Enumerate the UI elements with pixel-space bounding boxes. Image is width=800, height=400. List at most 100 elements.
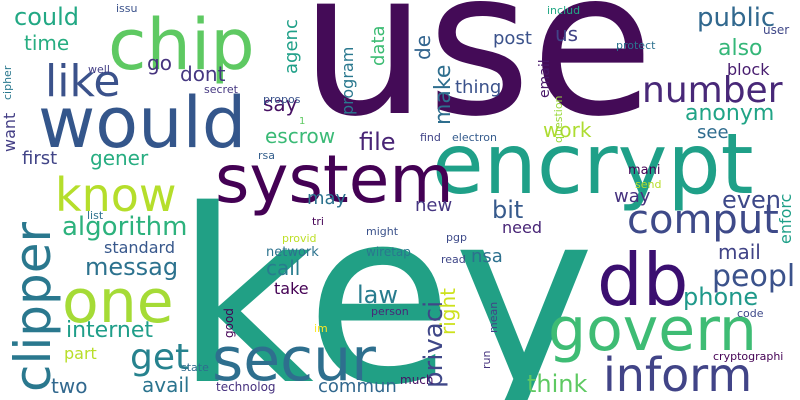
word-rsa: rsa: [258, 149, 275, 162]
word-includ: includ: [547, 4, 581, 17]
word-law: law: [357, 281, 399, 309]
word-would: would: [38, 82, 247, 164]
word-secret: secret: [204, 83, 238, 96]
word-go: go: [147, 51, 172, 75]
word-like: like: [45, 56, 121, 107]
word-file: file: [359, 128, 396, 156]
word-state: state: [181, 361, 209, 374]
word-data: data: [368, 25, 389, 66]
word-key: key: [175, 158, 596, 400]
word-work: work: [543, 118, 592, 142]
word-say: say: [263, 92, 298, 116]
word-even: even: [722, 186, 781, 214]
word-see: see: [697, 122, 729, 143]
word-right: right: [436, 288, 460, 335]
word-part: part: [64, 344, 97, 363]
word-way: way: [614, 186, 651, 207]
word-commun: commun: [318, 376, 397, 397]
word-messag: messag: [85, 253, 179, 281]
word-time: time: [24, 31, 70, 55]
word-mail: mail: [718, 240, 761, 264]
word-clipper: clipper: [4, 221, 62, 392]
word-anonym: anonym: [685, 101, 775, 126]
word-much: much: [400, 373, 434, 387]
word-get: get: [130, 337, 190, 378]
word-cipher: cipher: [1, 65, 14, 100]
word-agenc: agenc: [281, 19, 302, 74]
word-mani: mani: [628, 163, 661, 178]
word-escrow: escrow: [265, 124, 336, 148]
word-db: db: [597, 238, 689, 322]
word-encrypt: encrypt: [432, 115, 754, 213]
word-issu: issu: [116, 2, 138, 15]
word-may: may: [307, 188, 347, 209]
word-program: program: [338, 46, 357, 115]
word-electron: electron: [452, 131, 497, 144]
word-question: question: [552, 95, 565, 143]
word-use: use: [300, 0, 655, 161]
word-system: system: [215, 141, 454, 218]
word-avail: avail: [142, 373, 190, 397]
word-email: email: [537, 59, 553, 98]
word-tri: tri: [312, 215, 324, 228]
word-gener: gener: [90, 146, 149, 170]
word-think: think: [527, 370, 588, 398]
word-send: send: [635, 178, 662, 191]
word-post: post: [493, 28, 532, 49]
word-de: de: [411, 35, 435, 60]
word-user: user: [763, 23, 790, 37]
word-comput: comput: [627, 197, 779, 243]
word-well: well: [88, 63, 110, 76]
word-nsa: nsa: [471, 246, 503, 267]
word-know: know: [55, 168, 177, 222]
word-phone: phone: [683, 283, 759, 311]
word-pgp: pgp: [446, 231, 467, 244]
word-two: two: [51, 374, 88, 398]
word-code: code: [737, 307, 764, 320]
word-enforc: enforc: [776, 193, 795, 244]
word-secur: secur: [212, 325, 376, 395]
word-propos: propos: [263, 93, 301, 106]
word-mean: mean: [487, 301, 500, 333]
word-protect: protect: [616, 39, 656, 52]
word-provid: provid: [282, 232, 317, 245]
word-us: us: [555, 22, 579, 46]
word-list: list: [87, 209, 104, 222]
word-cryptographi: cryptographi: [713, 350, 784, 363]
word-new: new: [415, 195, 453, 216]
word-internet: internet: [66, 318, 153, 343]
word-might: might: [366, 225, 399, 238]
word-network: network: [266, 245, 319, 260]
word-could: could: [14, 3, 79, 31]
word-first: first: [22, 148, 58, 169]
word-run: run: [480, 350, 493, 369]
word-thing: thing: [455, 77, 502, 98]
word-govern: govern: [548, 295, 757, 365]
word-algorithm: algorithm: [62, 212, 188, 242]
word-public: public: [697, 3, 776, 33]
word-number: number: [642, 70, 783, 111]
word-one: one: [62, 267, 174, 337]
word-chip: chip: [108, 4, 255, 86]
word-make: make: [431, 64, 456, 125]
word-bit: bit: [492, 196, 524, 224]
word-call: call: [266, 256, 301, 280]
word-take: take: [274, 279, 309, 298]
word-inform: inform: [603, 348, 753, 400]
word-read: read: [441, 253, 466, 266]
word-person: person: [371, 305, 409, 318]
word-find: find: [420, 131, 441, 144]
word-want: want: [0, 112, 19, 152]
word-block: block: [727, 60, 770, 79]
word-need: need: [502, 218, 542, 237]
word-peopl: peopl: [712, 259, 796, 294]
word-im: im: [314, 322, 328, 335]
word-good: good: [222, 308, 236, 338]
word-dont: dont: [180, 62, 226, 86]
word-1: 1: [299, 116, 306, 127]
word-wiretap: wiretap: [366, 245, 411, 259]
word-also: also: [718, 36, 763, 61]
word-standard: standard: [104, 238, 175, 257]
word-technolog: technolog: [216, 380, 276, 394]
